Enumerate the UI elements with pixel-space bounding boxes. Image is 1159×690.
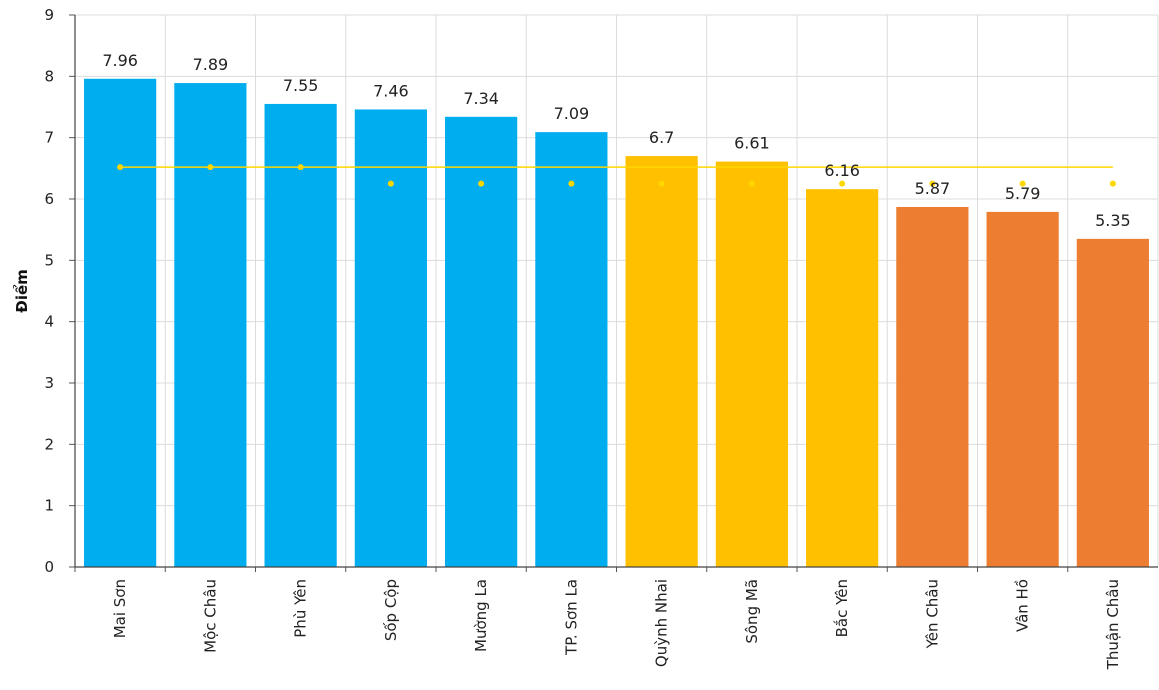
reference-point [839, 180, 846, 187]
x-tick-label: Bắc Yên [833, 579, 851, 637]
y-tick-label: 4 [44, 313, 54, 331]
bar [806, 189, 879, 568]
bar [264, 103, 337, 567]
data-label: 5.79 [1005, 184, 1041, 203]
bar [174, 83, 247, 567]
data-label: 5.87 [915, 179, 951, 198]
bar [84, 78, 157, 567]
bar [1076, 238, 1149, 567]
x-tick-label: Quỳnh Nhai [653, 579, 671, 667]
axes [69, 14, 1158, 572]
reference-point [1019, 180, 1026, 187]
bar [445, 116, 518, 568]
data-label: 6.16 [824, 161, 860, 180]
bar [535, 132, 608, 567]
reference-point [387, 180, 394, 187]
data-label: 7.34 [463, 89, 499, 108]
y-tick-label: 0 [44, 558, 54, 576]
y-tick-label: 6 [44, 190, 54, 208]
data-label: 6.61 [734, 134, 770, 153]
y-tick-label: 2 [44, 435, 54, 453]
data-label: 7.96 [102, 51, 138, 70]
y-tick-label: 1 [44, 497, 54, 515]
data-label: 7.46 [373, 81, 409, 100]
data-label: 7.09 [554, 104, 590, 123]
bar [715, 161, 788, 567]
reference-point [117, 164, 124, 171]
y-tick-label: 3 [44, 374, 54, 392]
y-tick-label: 9 [44, 6, 54, 24]
y-tick-label: 7 [44, 129, 54, 147]
labels: 0 1 2 3 4 5 6 7 8 9 7.96 Mai Sơn 7.89 Mộc Châu 7.55 Phù… [44, 6, 1130, 670]
data-label: 7.89 [193, 55, 229, 74]
x-tick-label: Mường La [472, 579, 490, 652]
data-label: 7.55 [283, 76, 319, 95]
data-label: 5.35 [1095, 211, 1131, 230]
x-tick-label: Mộc Châu [201, 579, 219, 653]
x-tick-label: Vân Hồ [1014, 579, 1032, 632]
y-tick-label: 5 [44, 251, 54, 269]
bar [896, 206, 969, 567]
x-tick-label: Sốp Cộp [382, 579, 400, 641]
x-tick-label: Phù Yên [292, 579, 310, 638]
x-tick-label: Mai Sơn [111, 579, 129, 638]
data-label: 6.7 [649, 128, 674, 147]
x-tick-label: Sông Mã [743, 579, 761, 644]
reference-point [207, 164, 214, 171]
reference-point [568, 180, 575, 187]
bar [986, 211, 1059, 567]
reference-point [748, 180, 755, 187]
reference-point [1109, 180, 1116, 187]
x-tick-label: Thuận Châu [1104, 579, 1122, 670]
grid [75, 14, 1159, 567]
x-tick-label: Yên Châu [923, 579, 941, 649]
bar [354, 109, 427, 567]
y-axis-label: Điểm [12, 269, 31, 313]
reference-point [297, 164, 304, 171]
reference-point [929, 180, 936, 187]
bars [84, 78, 1149, 568]
y-tick-label: 8 [44, 67, 54, 85]
x-tick-label: TP. Sơn La [562, 579, 580, 656]
reference-point [478, 180, 485, 187]
reference-point [658, 180, 665, 187]
reference-series [117, 164, 1116, 187]
bar [625, 156, 698, 568]
